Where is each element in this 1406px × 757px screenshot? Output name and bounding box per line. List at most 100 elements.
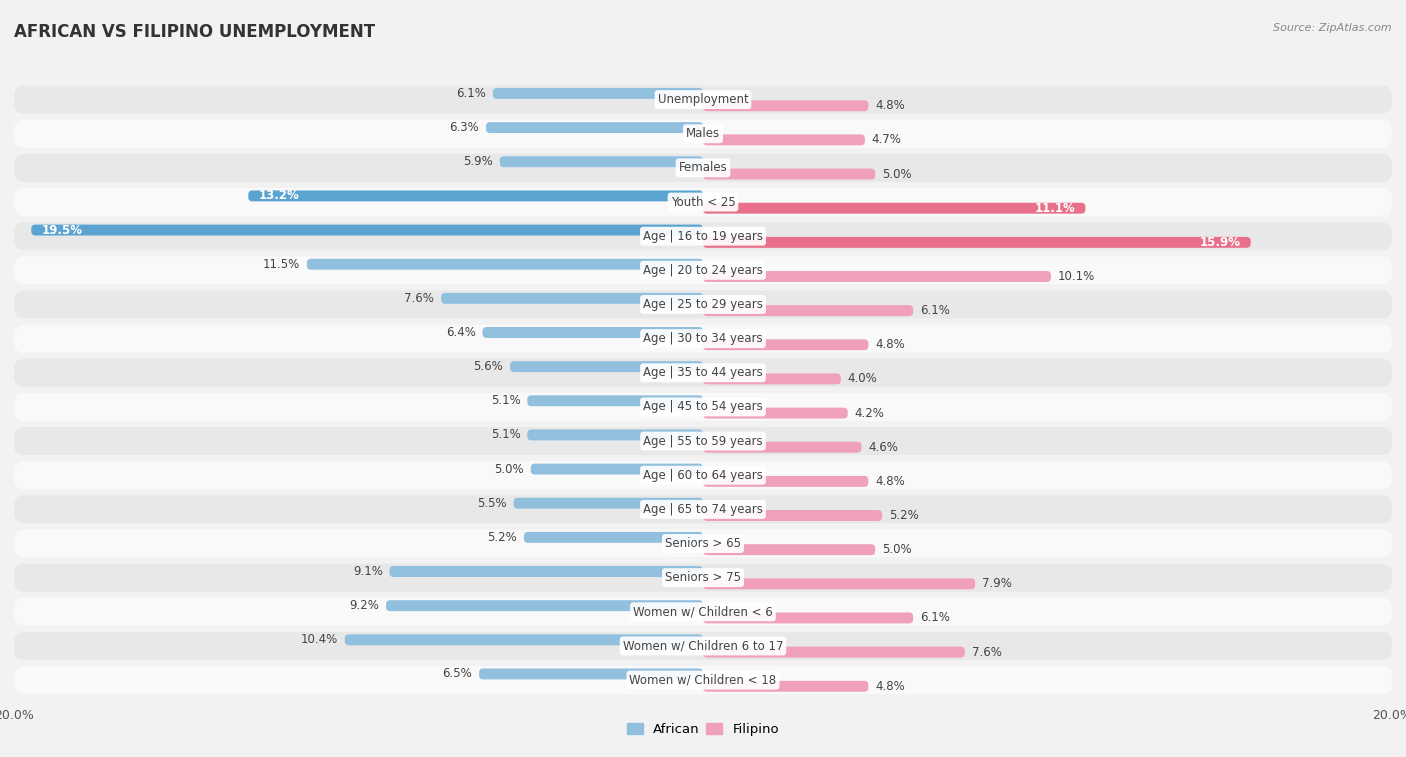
Text: AFRICAN VS FILIPINO UNEMPLOYMENT: AFRICAN VS FILIPINO UNEMPLOYMENT xyxy=(14,23,375,41)
Text: 6.1%: 6.1% xyxy=(920,304,950,317)
Text: 4.6%: 4.6% xyxy=(869,441,898,453)
FancyBboxPatch shape xyxy=(249,191,703,201)
FancyBboxPatch shape xyxy=(703,681,869,692)
Text: 4.8%: 4.8% xyxy=(875,680,905,693)
FancyBboxPatch shape xyxy=(14,223,1392,251)
Text: Age | 30 to 34 years: Age | 30 to 34 years xyxy=(643,332,763,345)
FancyBboxPatch shape xyxy=(389,566,703,577)
FancyBboxPatch shape xyxy=(482,327,703,338)
Text: 11.5%: 11.5% xyxy=(263,257,299,271)
FancyBboxPatch shape xyxy=(703,305,912,316)
Text: 5.1%: 5.1% xyxy=(491,394,520,407)
Text: 6.1%: 6.1% xyxy=(920,612,950,625)
Text: 5.2%: 5.2% xyxy=(889,509,918,522)
FancyBboxPatch shape xyxy=(703,169,875,179)
Text: 5.2%: 5.2% xyxy=(488,531,517,544)
Text: 7.6%: 7.6% xyxy=(405,292,434,305)
Text: 15.9%: 15.9% xyxy=(1199,236,1240,249)
Text: Age | 35 to 44 years: Age | 35 to 44 years xyxy=(643,366,763,379)
Text: Age | 20 to 24 years: Age | 20 to 24 years xyxy=(643,264,763,277)
FancyBboxPatch shape xyxy=(14,666,1392,694)
Text: 4.2%: 4.2% xyxy=(855,407,884,419)
FancyBboxPatch shape xyxy=(703,271,1050,282)
Text: Age | 25 to 29 years: Age | 25 to 29 years xyxy=(643,298,763,311)
FancyBboxPatch shape xyxy=(486,122,703,133)
Text: 13.2%: 13.2% xyxy=(259,189,299,202)
FancyBboxPatch shape xyxy=(307,259,703,269)
Text: Age | 16 to 19 years: Age | 16 to 19 years xyxy=(643,229,763,243)
FancyBboxPatch shape xyxy=(703,476,869,487)
Text: 10.4%: 10.4% xyxy=(301,634,337,646)
FancyBboxPatch shape xyxy=(14,393,1392,421)
FancyBboxPatch shape xyxy=(14,632,1392,660)
Text: 5.5%: 5.5% xyxy=(477,497,506,509)
FancyBboxPatch shape xyxy=(14,427,1392,455)
Text: 9.2%: 9.2% xyxy=(349,600,380,612)
Text: Age | 65 to 74 years: Age | 65 to 74 years xyxy=(643,503,763,516)
FancyBboxPatch shape xyxy=(703,544,875,555)
FancyBboxPatch shape xyxy=(531,463,703,475)
Text: 6.4%: 6.4% xyxy=(446,326,475,339)
Text: 4.7%: 4.7% xyxy=(872,133,901,146)
FancyBboxPatch shape xyxy=(703,100,869,111)
Text: 4.8%: 4.8% xyxy=(875,99,905,112)
Text: 6.5%: 6.5% xyxy=(443,668,472,681)
FancyBboxPatch shape xyxy=(387,600,703,611)
FancyBboxPatch shape xyxy=(703,578,976,589)
FancyBboxPatch shape xyxy=(14,359,1392,387)
Text: 6.3%: 6.3% xyxy=(450,121,479,134)
FancyBboxPatch shape xyxy=(703,339,869,350)
Legend: African, Filipino: African, Filipino xyxy=(621,718,785,741)
Text: 7.6%: 7.6% xyxy=(972,646,1001,659)
Text: 10.1%: 10.1% xyxy=(1057,270,1095,283)
FancyBboxPatch shape xyxy=(703,203,1085,213)
Text: 5.0%: 5.0% xyxy=(882,544,911,556)
Text: 11.1%: 11.1% xyxy=(1035,201,1076,215)
Text: Seniors > 75: Seniors > 75 xyxy=(665,572,741,584)
FancyBboxPatch shape xyxy=(524,532,703,543)
FancyBboxPatch shape xyxy=(14,154,1392,182)
Text: Source: ZipAtlas.com: Source: ZipAtlas.com xyxy=(1274,23,1392,33)
FancyBboxPatch shape xyxy=(703,135,865,145)
Text: Age | 60 to 64 years: Age | 60 to 64 years xyxy=(643,469,763,481)
FancyBboxPatch shape xyxy=(499,156,703,167)
FancyBboxPatch shape xyxy=(494,88,703,99)
FancyBboxPatch shape xyxy=(510,361,703,372)
Text: Women w/ Children < 18: Women w/ Children < 18 xyxy=(630,674,776,687)
FancyBboxPatch shape xyxy=(14,495,1392,523)
Text: 7.9%: 7.9% xyxy=(981,578,1012,590)
FancyBboxPatch shape xyxy=(441,293,703,304)
FancyBboxPatch shape xyxy=(527,429,703,441)
FancyBboxPatch shape xyxy=(14,291,1392,319)
Text: 5.9%: 5.9% xyxy=(463,155,494,168)
Text: Males: Males xyxy=(686,127,720,140)
Text: 5.0%: 5.0% xyxy=(495,463,524,475)
FancyBboxPatch shape xyxy=(703,510,882,521)
FancyBboxPatch shape xyxy=(14,325,1392,353)
Text: 5.6%: 5.6% xyxy=(474,360,503,373)
Text: Youth < 25: Youth < 25 xyxy=(671,195,735,208)
Text: 5.1%: 5.1% xyxy=(491,428,520,441)
FancyBboxPatch shape xyxy=(14,529,1392,557)
FancyBboxPatch shape xyxy=(703,612,912,624)
FancyBboxPatch shape xyxy=(14,120,1392,148)
FancyBboxPatch shape xyxy=(703,646,965,658)
Text: Age | 55 to 59 years: Age | 55 to 59 years xyxy=(643,435,763,447)
Text: Women w/ Children < 6: Women w/ Children < 6 xyxy=(633,606,773,618)
Text: Females: Females xyxy=(679,161,727,174)
FancyBboxPatch shape xyxy=(14,257,1392,285)
FancyBboxPatch shape xyxy=(344,634,703,645)
FancyBboxPatch shape xyxy=(703,237,1251,248)
FancyBboxPatch shape xyxy=(703,442,862,453)
FancyBboxPatch shape xyxy=(14,598,1392,626)
FancyBboxPatch shape xyxy=(14,188,1392,216)
Text: Women w/ Children 6 to 17: Women w/ Children 6 to 17 xyxy=(623,640,783,653)
FancyBboxPatch shape xyxy=(703,407,848,419)
FancyBboxPatch shape xyxy=(479,668,703,680)
FancyBboxPatch shape xyxy=(513,498,703,509)
Text: 5.0%: 5.0% xyxy=(882,167,911,180)
FancyBboxPatch shape xyxy=(703,373,841,385)
Text: 4.8%: 4.8% xyxy=(875,475,905,488)
FancyBboxPatch shape xyxy=(31,225,703,235)
Text: 19.5%: 19.5% xyxy=(42,223,83,236)
